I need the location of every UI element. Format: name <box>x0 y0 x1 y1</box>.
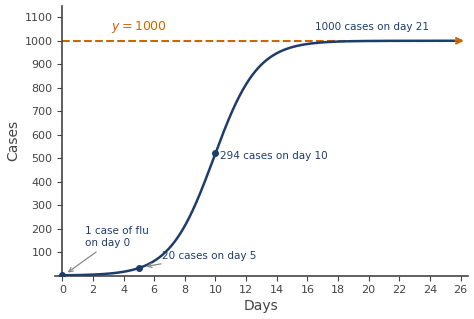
Text: 20 cases on day 5: 20 cases on day 5 <box>147 251 256 268</box>
Text: 294 cases on day 10: 294 cases on day 10 <box>220 151 328 161</box>
X-axis label: Days: Days <box>244 300 279 314</box>
Text: 1000 cases on day 21: 1000 cases on day 21 <box>315 22 429 32</box>
Text: 1 case of flu
on day 0: 1 case of flu on day 0 <box>69 226 149 272</box>
Text: $y = 1000$: $y = 1000$ <box>111 19 167 35</box>
Y-axis label: Cases: Cases <box>7 120 20 161</box>
